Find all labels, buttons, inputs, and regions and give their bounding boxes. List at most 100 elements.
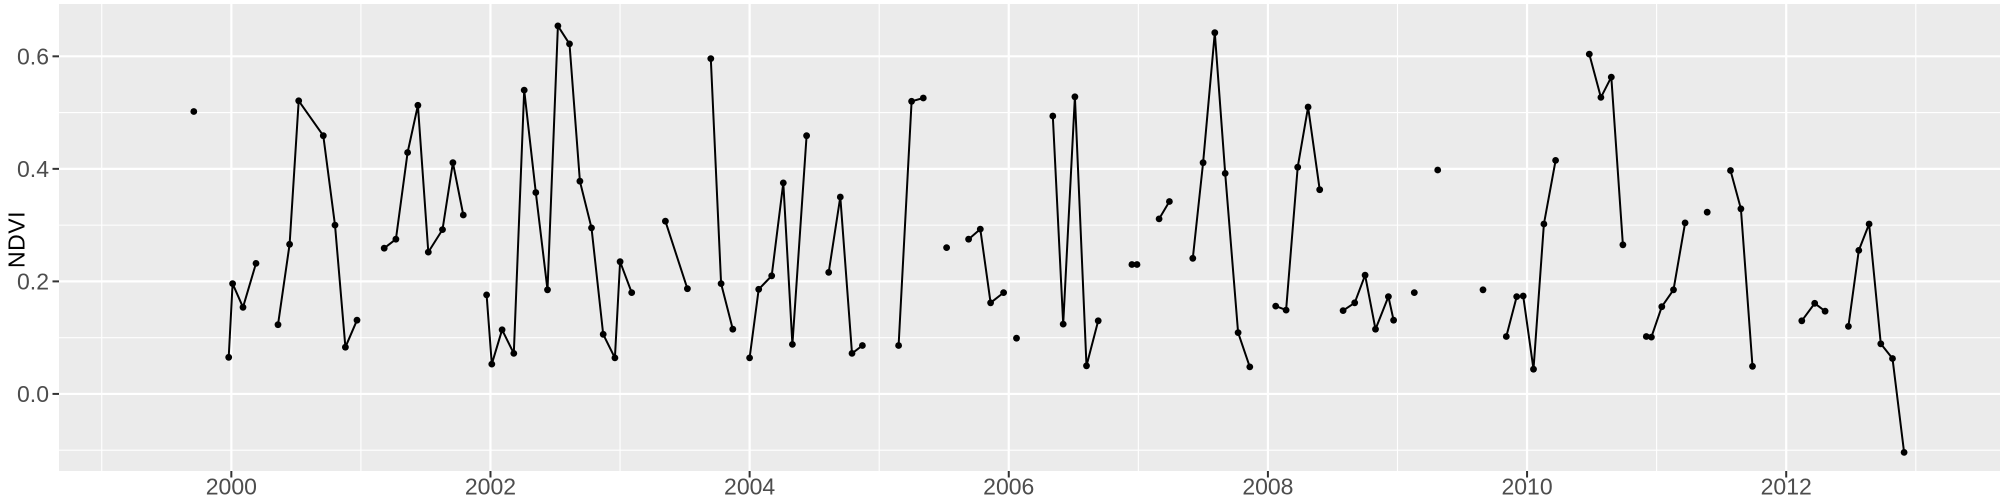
data-line-segment — [383, 104, 465, 254]
data-point — [1519, 292, 1527, 300]
data-point — [1385, 293, 1392, 300]
data-point — [1013, 334, 1020, 342]
data-point — [510, 350, 518, 357]
plot-panel — [59, 4, 2000, 471]
data-point — [779, 179, 787, 187]
x-tick-label: 2002 — [465, 474, 516, 500]
data-point — [1246, 363, 1254, 371]
data-point — [1811, 299, 1819, 307]
data-point — [1865, 220, 1873, 228]
data-point — [1479, 286, 1487, 294]
data-point — [848, 350, 856, 357]
data-point — [353, 316, 361, 324]
data-line-segment — [748, 134, 808, 359]
data-point — [1221, 170, 1229, 177]
data-point — [1681, 219, 1689, 227]
data-line-segment — [664, 220, 689, 290]
data-point — [1390, 316, 1397, 324]
x-tick-label: 2010 — [1501, 474, 1552, 500]
data-point — [459, 211, 467, 219]
data-point — [1648, 333, 1655, 341]
data-point — [746, 354, 753, 362]
data-point — [1552, 157, 1559, 164]
data-line-segment — [1191, 31, 1251, 368]
data-point — [1642, 333, 1650, 340]
data-point — [498, 326, 506, 334]
x-tick-label: 2000 — [206, 474, 257, 500]
data-point — [836, 193, 844, 201]
data-point — [1351, 299, 1359, 307]
data-point — [976, 225, 984, 233]
data-point — [404, 149, 411, 156]
data-point — [1597, 94, 1605, 101]
data-line-segment — [1588, 53, 1624, 246]
data-point — [483, 291, 490, 299]
data-point — [987, 299, 994, 307]
y-axis-title: NDVI — [3, 211, 30, 268]
data-line-segment — [1505, 159, 1557, 371]
data-point — [449, 159, 457, 167]
data-point — [919, 94, 927, 102]
data-point — [1821, 307, 1829, 315]
data-point — [1059, 320, 1067, 328]
data-point — [1513, 293, 1521, 300]
data-point — [1585, 50, 1593, 58]
y-tick-label: 0.4 — [17, 156, 49, 182]
data-point — [392, 235, 400, 243]
data-point — [1658, 303, 1666, 311]
data-point — [1361, 271, 1369, 279]
y-tick-label: 0.6 — [17, 43, 49, 69]
data-point — [1703, 208, 1711, 216]
data-point — [1049, 112, 1057, 120]
data-point — [1272, 302, 1280, 310]
data-point — [1619, 241, 1627, 249]
data-point — [707, 55, 715, 62]
data-point — [1434, 166, 1442, 174]
data-point — [424, 248, 432, 256]
data-point — [190, 108, 198, 115]
data-point — [717, 280, 725, 287]
data-point — [1749, 362, 1756, 370]
data-point — [1607, 73, 1615, 81]
data-point — [342, 343, 349, 351]
data-point — [1189, 254, 1197, 262]
data-point — [295, 97, 303, 105]
data-point — [252, 260, 260, 267]
data-point — [1798, 317, 1806, 325]
data-point — [943, 244, 950, 252]
y-tick-label: 0.2 — [17, 268, 49, 294]
data-point — [825, 269, 833, 276]
data-point — [599, 330, 607, 338]
data-point — [908, 97, 915, 105]
data-line-segment — [227, 262, 257, 359]
data-point — [1316, 186, 1324, 194]
data-point — [1410, 289, 1418, 296]
data-point — [532, 189, 540, 196]
data-point — [684, 285, 691, 293]
data-point — [520, 86, 528, 94]
data-point — [1372, 325, 1379, 333]
data-point — [662, 217, 669, 225]
data-point — [576, 177, 584, 185]
data-point — [789, 341, 796, 348]
data-point — [1670, 286, 1677, 294]
data-point — [1502, 333, 1510, 340]
data-point — [755, 285, 763, 293]
data-point — [965, 235, 972, 243]
data-point — [768, 272, 776, 280]
x-tick-label: 2004 — [724, 474, 775, 500]
data-point — [414, 101, 422, 109]
data-point — [239, 303, 247, 311]
x-tick-label: 2006 — [983, 474, 1034, 500]
data-point — [1294, 163, 1302, 171]
data-point — [1889, 355, 1896, 362]
data-point — [1540, 220, 1548, 228]
data-point — [1727, 167, 1734, 174]
data-point — [225, 353, 233, 361]
data-line-segment — [827, 196, 864, 355]
data-point — [895, 342, 902, 349]
data-point — [1128, 261, 1136, 268]
data-point — [1155, 215, 1163, 223]
